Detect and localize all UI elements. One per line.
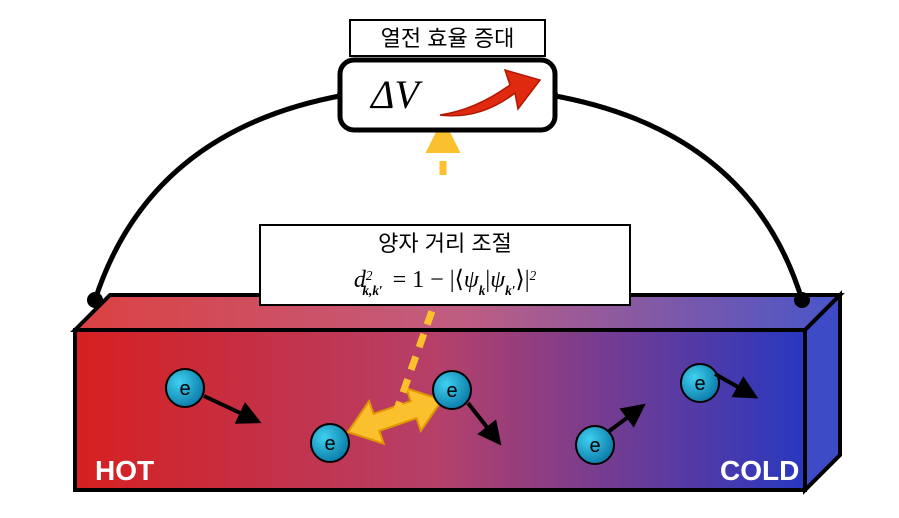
diagram-canvas: HOTCOLDeeeee양자 거리 조절d2k,k′ = 1 − |⟨ψk|ψk… xyxy=(0,0,899,518)
electron-label: e xyxy=(589,435,600,457)
formula-title: 양자 거리 조절 xyxy=(378,231,512,256)
electron-label: e xyxy=(179,378,190,400)
wire-node xyxy=(87,292,103,308)
electron-label: e xyxy=(446,380,457,402)
delta-v-label: ΔV xyxy=(369,72,423,117)
thermoelectric-bar xyxy=(75,330,805,490)
title-text: 열전 효율 증대 xyxy=(381,26,515,51)
electron-label: e xyxy=(694,373,705,395)
bar-right-face xyxy=(805,295,840,490)
wire-node xyxy=(794,292,810,308)
electron-label: e xyxy=(324,433,335,455)
hot-label: HOT xyxy=(95,455,154,486)
cold-label: COLD xyxy=(720,455,799,486)
